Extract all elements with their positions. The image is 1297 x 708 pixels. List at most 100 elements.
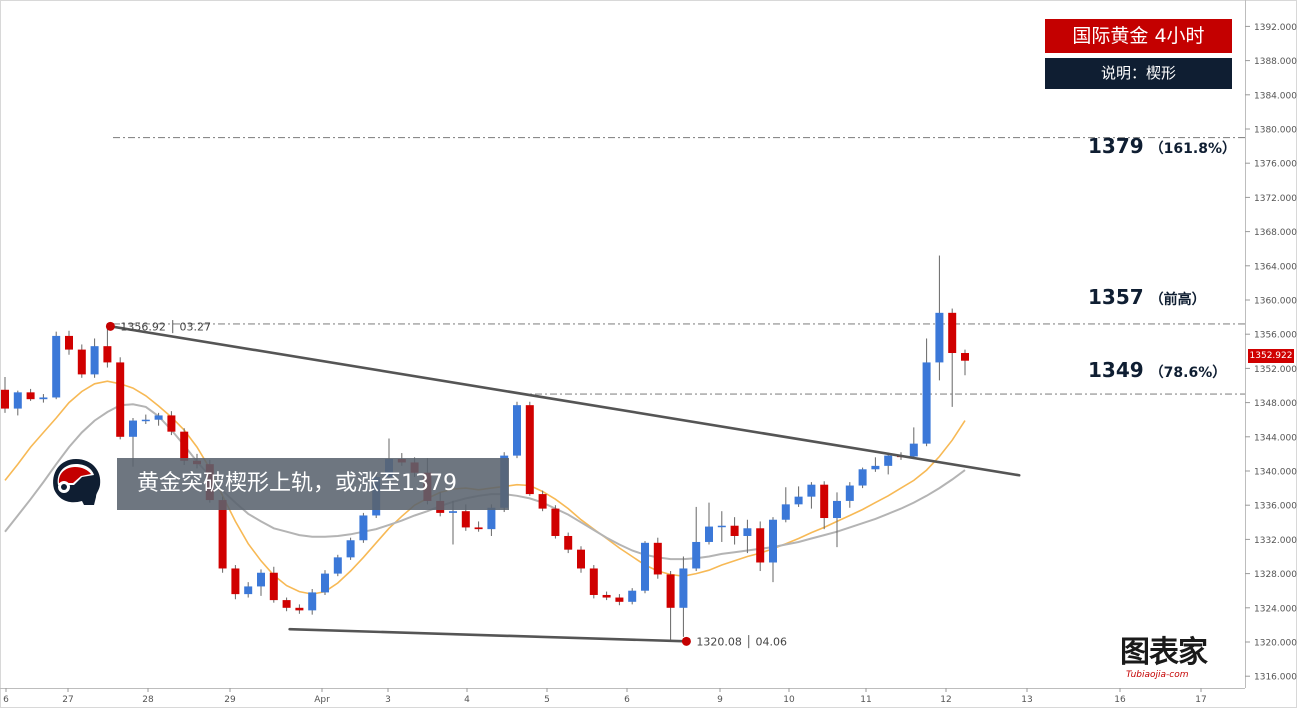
candle-body (577, 549, 585, 569)
tubiaojia-logo-icon: 图表家 Tubiaojia-com (1120, 636, 1238, 684)
annotation-dot (681, 636, 691, 646)
x-tick-label: 11 (860, 695, 871, 705)
trader-head-icon (53, 459, 101, 505)
candle-body (551, 508, 560, 536)
candle (641, 541, 649, 594)
y-tick-label: 1344.000 (1254, 433, 1297, 443)
y-axis-ticks: 1316.000 1320.000 1324.000 1328.000 1332.000… (1245, 23, 1297, 683)
candle (282, 597, 291, 612)
candle-body (602, 594, 611, 598)
y-tick-label: 1388.000 (1254, 57, 1297, 67)
logo-subtext: Tubiaojia-com (1126, 670, 1189, 680)
candle-body (948, 312, 957, 354)
candle (77, 344, 86, 378)
x-tick-label: 9 (717, 695, 723, 705)
candle-body (871, 465, 880, 470)
candle (858, 467, 867, 489)
candle-body (730, 525, 739, 536)
candle (90, 338, 99, 378)
candle-body (257, 572, 265, 587)
annotations: 1356.92 │ 03.27 1320.08 │ 04.06 (105, 319, 787, 648)
candle (551, 505, 560, 539)
chart-title: 国际黄金 4小时 (1045, 19, 1232, 53)
level-price: 1379 (1088, 134, 1144, 158)
candle (13, 390, 22, 416)
candle-body (359, 515, 368, 541)
candle-body (269, 572, 278, 601)
candle-body (884, 455, 893, 466)
level-note: （161.8%） (1149, 141, 1236, 157)
y-tick-label: 1384.000 (1254, 91, 1297, 101)
candle (538, 490, 547, 512)
candle (295, 604, 304, 614)
annotation-label: 1320.08 │ 04.06 (696, 634, 787, 648)
candle (666, 571, 675, 642)
y-tick-label: 1372.000 (1254, 194, 1297, 204)
candle-body (180, 431, 189, 461)
candle-body (781, 504, 790, 520)
candle (833, 492, 841, 548)
candle (589, 565, 598, 599)
x-tick-label: 6 (3, 695, 9, 705)
y-tick-label: 1376.000 (1254, 160, 1297, 170)
candle (359, 512, 368, 543)
candle-body (295, 607, 304, 611)
candle-body (641, 542, 649, 591)
candle (769, 517, 777, 583)
candle (961, 349, 969, 376)
candle-body (909, 443, 918, 457)
candle (807, 482, 816, 509)
candle (756, 521, 765, 572)
x-axis-ticks: 6 27 28 29 Apr 3 4 5 6 9 10 11 12 13 16 17 (3, 688, 1207, 705)
candle (321, 570, 329, 595)
x-tick-label: Apr (314, 695, 330, 705)
candle-body (231, 568, 240, 595)
candle-body (717, 525, 726, 528)
candle (167, 411, 176, 436)
candle (653, 537, 662, 579)
candle (615, 594, 624, 606)
x-tick-label: 12 (940, 695, 951, 705)
candle-body (794, 496, 803, 505)
level-note: （前高） (1149, 292, 1206, 308)
y-tick-label: 1356.000 (1254, 331, 1297, 341)
candle-body (525, 405, 534, 495)
candle-body (487, 507, 496, 530)
y-tick-label: 1392.000 (1254, 23, 1297, 33)
level-price: 1357 (1088, 285, 1144, 309)
y-tick-label: 1380.000 (1254, 126, 1297, 136)
candle-body (39, 397, 48, 400)
candle-body (141, 419, 150, 422)
candle-body (308, 592, 317, 611)
candle (65, 330, 73, 355)
x-tick-label: 13 (1021, 695, 1032, 705)
candle (244, 582, 253, 598)
candle-body (653, 542, 662, 575)
y-tick-label: 1348.000 (1254, 399, 1297, 409)
candle (231, 565, 240, 600)
candle-body (244, 586, 253, 595)
candle-body (65, 335, 73, 350)
candle-body (52, 335, 61, 398)
candle (577, 546, 585, 573)
candle-body (321, 573, 329, 593)
candle-body (26, 392, 35, 400)
y-tick-label: 1328.000 (1254, 570, 1297, 580)
logo-text: 图表家 (1120, 635, 1208, 670)
candle-body (615, 597, 624, 602)
x-tick-label: 4 (464, 695, 470, 705)
y-tick-label: 1324.000 (1254, 604, 1297, 614)
candle (781, 487, 790, 523)
candle-body (564, 535, 573, 550)
x-tick-label: 17 (1195, 695, 1206, 705)
candle (628, 588, 637, 605)
candle (705, 502, 713, 545)
annotation-dot (105, 321, 115, 331)
candle (26, 388, 35, 401)
candle (564, 532, 573, 554)
x-tick-label: 10 (783, 695, 795, 705)
trendline-upper (109, 325, 1021, 477)
candle (679, 556, 688, 637)
